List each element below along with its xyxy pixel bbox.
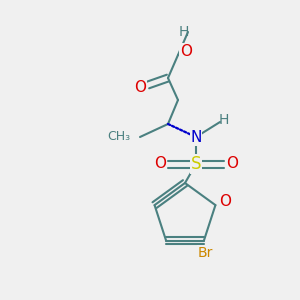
Text: O: O [180,44,192,59]
Text: O: O [134,80,146,94]
Text: H: H [179,25,189,39]
Text: N: N [190,130,202,146]
Text: S: S [191,155,201,173]
Text: CH₃: CH₃ [107,130,130,143]
Text: Br: Br [198,246,214,260]
Text: O: O [226,157,238,172]
Text: H: H [219,113,229,127]
Text: O: O [219,194,231,208]
Text: O: O [154,157,166,172]
